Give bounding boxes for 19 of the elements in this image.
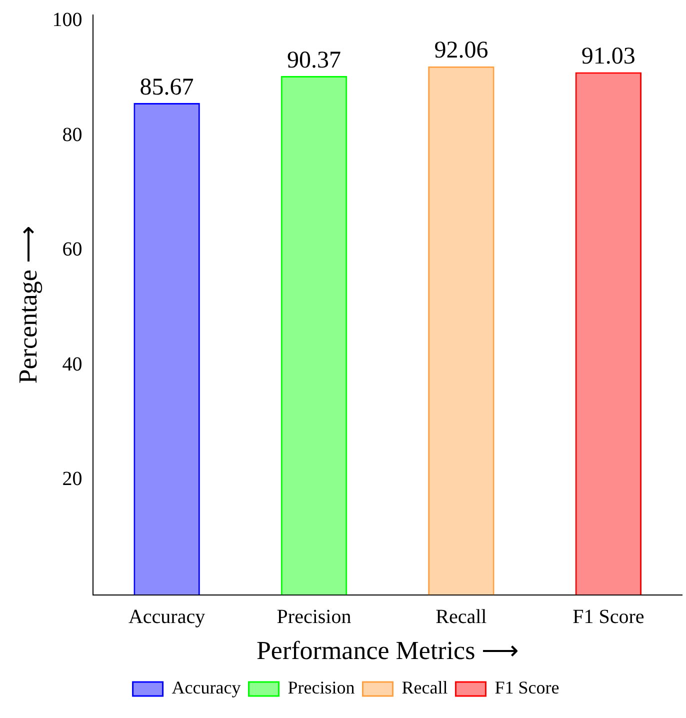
y-tick-label: 60	[62, 238, 82, 261]
legend-label: Accuracy	[172, 678, 241, 698]
x-tick-label: Precision	[276, 606, 352, 628]
y-tick-label: 20	[62, 468, 82, 490]
y-axis-title: Percentage ⟶	[13, 226, 42, 384]
data-label: 92.06	[434, 38, 488, 64]
y-tick-label: 40	[62, 353, 82, 376]
data-label: 85.67	[140, 74, 194, 100]
legend-label: Precision	[288, 678, 355, 698]
y-tick-label: 80	[62, 124, 82, 146]
data-label: 91.03	[581, 44, 636, 70]
legend-label: Recall	[402, 678, 448, 698]
x-axis-title: Performance Metrics ⟶	[256, 636, 519, 666]
x-tick-label: F1 Score	[572, 606, 644, 628]
x-tick-label: Accuracy	[128, 606, 206, 628]
legend-label: F1 Score	[494, 678, 560, 698]
y-tick-label: 100	[52, 8, 82, 31]
x-tick-label: Recall	[436, 606, 488, 628]
data-label: 90.37	[287, 47, 341, 74]
